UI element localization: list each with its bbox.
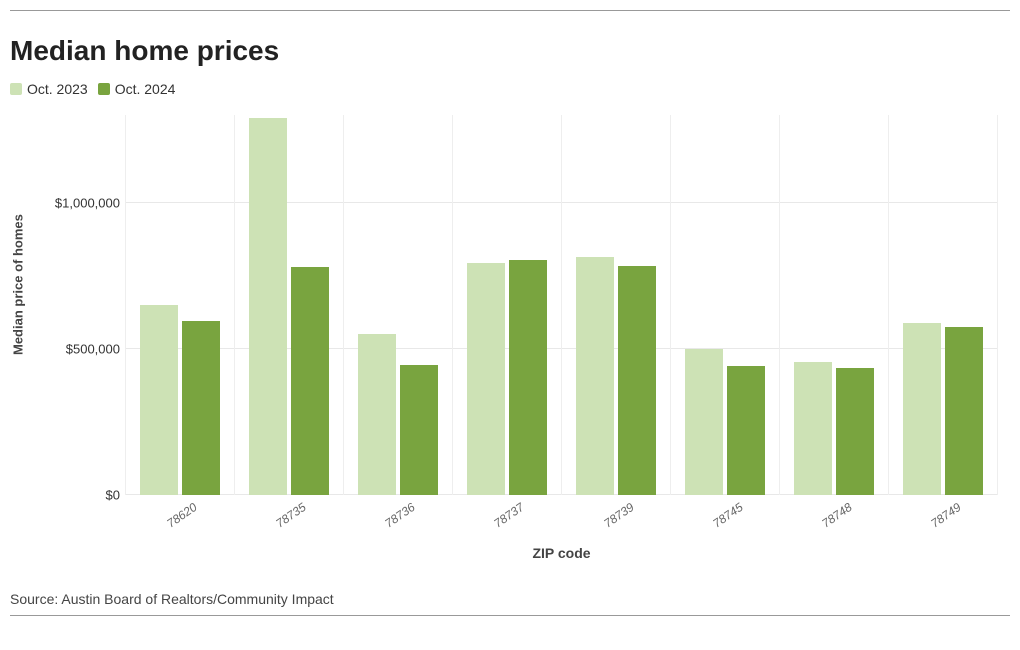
- category-group: [888, 115, 997, 495]
- y-tick-label: $0: [40, 488, 120, 503]
- bar: [291, 267, 329, 495]
- chart-area: Median price of homes $0 $500,000 $1,000,0…: [10, 115, 1010, 575]
- legend-item: Oct. 2024: [98, 81, 176, 97]
- source-text: Source: Austin Board of Realtors/Communi…: [10, 591, 1010, 607]
- bar: [836, 368, 874, 495]
- y-axis-label: Median price of homes: [11, 335, 26, 355]
- bar: [945, 327, 983, 495]
- bar: [727, 366, 765, 495]
- category-group: [779, 115, 888, 495]
- legend-swatch: [98, 83, 110, 95]
- legend-swatch: [10, 83, 22, 95]
- x-axis-label: ZIP code: [125, 545, 998, 561]
- category-group: [670, 115, 779, 495]
- legend: Oct. 2023 Oct. 2024: [10, 81, 1010, 97]
- category-group: [343, 115, 452, 495]
- bar: [140, 305, 178, 495]
- bar: [182, 321, 220, 495]
- legend-item: Oct. 2023: [10, 81, 88, 97]
- bar: [685, 349, 723, 495]
- category-group: [452, 115, 561, 495]
- category-group: [561, 115, 670, 495]
- bottom-rule: [10, 615, 1010, 616]
- category-group: [234, 115, 343, 495]
- bar: [467, 263, 505, 495]
- bar: [400, 365, 438, 495]
- bar: [249, 118, 287, 495]
- bar: [509, 260, 547, 495]
- legend-label: Oct. 2024: [115, 81, 176, 97]
- bar: [358, 334, 396, 495]
- bar: [576, 257, 614, 495]
- y-tick-label: $500,000: [40, 341, 120, 356]
- plot-area: [125, 115, 998, 495]
- top-rule: [10, 10, 1010, 11]
- legend-label: Oct. 2023: [27, 81, 88, 97]
- category-group: [125, 115, 234, 495]
- chart-title: Median home prices: [10, 35, 1010, 67]
- chart-container: Median home prices Oct. 2023 Oct. 2024 Me…: [0, 0, 1020, 626]
- bar: [794, 362, 832, 495]
- y-axis-ticks: $0$500,000$1,000,000: [40, 115, 120, 495]
- bar: [618, 266, 656, 495]
- y-tick-label: $1,000,000: [40, 195, 120, 210]
- x-axis-ticks: 7862078735787367873778739787457874878749: [125, 501, 998, 523]
- bar: [903, 323, 941, 495]
